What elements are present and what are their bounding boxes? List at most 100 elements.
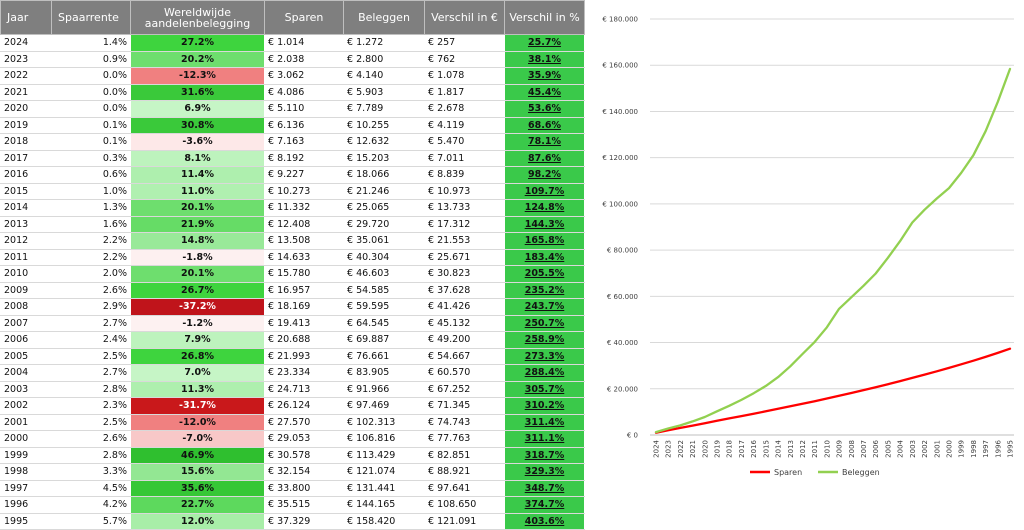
cell-spaarrente: 1.0% (51, 182, 131, 200)
cell-jaar: 1996 (0, 496, 52, 514)
cell-beleggen: € 15.203 (343, 149, 425, 167)
table-row: 2020 0.0% 6.9% € 5.110 € 7.789 € 2.678 53.6% (0, 100, 585, 118)
x-tick-label: 2018 (726, 440, 734, 458)
cell-verschil-pct: 318.7% (504, 446, 585, 464)
cell-sparen: € 21.993 (264, 347, 344, 365)
data-point-beleggen (716, 410, 718, 412)
cell-wereldwijde-aandelenbelegging: 31.6% (130, 83, 265, 101)
cell-jaar: 2015 (0, 182, 52, 200)
header-verschil-pct: Verschil in % (504, 0, 585, 35)
cell-sparen: € 27.570 (264, 413, 344, 431)
cell-sparen: € 1.014 (264, 34, 344, 52)
table-row: 1996 4.2% 22.7% € 35.515 € 144.165 € 108.650 3… (0, 496, 585, 514)
x-tick-label: 2008 (848, 440, 856, 458)
y-tick-label: € 120.000 (602, 154, 638, 162)
cell-wereldwijde-aandelenbelegging: 26.8% (130, 347, 265, 365)
data-point-beleggen (850, 296, 852, 298)
cell-verschil-eur: € 77.763 (424, 430, 505, 448)
cell-wereldwijde-aandelenbelegging: 8.1% (130, 149, 265, 167)
cell-sparen: € 12.408 (264, 215, 344, 233)
table-row: 2000 2.6% -7.0% € 29.053 € 106.816 € 77.763 31… (0, 430, 585, 448)
cell-jaar: 2023 (0, 50, 52, 68)
cell-spaarrente: 2.0% (51, 265, 131, 283)
data-point-beleggen (777, 376, 779, 378)
cell-spaarrente: 2.5% (51, 413, 131, 431)
cell-beleggen: € 59.595 (343, 298, 425, 316)
cell-jaar: 2007 (0, 314, 52, 332)
cell-wereldwijde-aandelenbelegging: -12.0% (130, 413, 265, 431)
table-row: 2019 0.1% 30.8% € 6.136 € 10.255 € 4.119 68.6% (0, 116, 585, 134)
cell-verschil-eur: € 88.921 (424, 463, 505, 481)
data-point-sparen (789, 405, 791, 407)
cell-verschil-eur: € 25.671 (424, 248, 505, 266)
cell-wereldwijde-aandelenbelegging: -3.6% (130, 133, 265, 151)
cell-beleggen: € 69.887 (343, 331, 425, 349)
cell-jaar: 1995 (0, 512, 52, 530)
x-tick-label: 2010 (823, 440, 831, 458)
cell-sparen: € 5.110 (264, 100, 344, 118)
cell-beleggen: € 2.800 (343, 50, 425, 68)
cell-beleggen: € 83.905 (343, 364, 425, 382)
cell-verschil-eur: € 121.091 (424, 512, 505, 530)
cell-sparen: € 9.227 (264, 166, 344, 184)
cell-beleggen: € 21.246 (343, 182, 425, 200)
cell-wereldwijde-aandelenbelegging: -7.0% (130, 430, 265, 448)
cell-jaar: 2002 (0, 397, 52, 415)
series-line-beleggen (654, 67, 1012, 434)
data-point-beleggen (911, 221, 913, 224)
cell-verschil-eur: € 45.132 (424, 314, 505, 332)
data-point-sparen (692, 424, 694, 427)
cell-spaarrente: 0.3% (51, 149, 131, 167)
cell-sparen: € 10.273 (264, 182, 344, 200)
cell-verschil-pct: 98.2% (504, 166, 585, 184)
table-row: 1999 2.8% 46.9% € 30.578 € 113.429 € 82.851 31… (0, 446, 585, 464)
data-point-beleggen (765, 385, 767, 387)
cell-verschil-pct: 68.6% (504, 116, 585, 134)
x-tick-label: 2013 (787, 440, 795, 458)
table-row: 2024 1.4% 27.2% € 1.014 € 1.272 € 257 25.7% (0, 34, 585, 52)
cell-verschil-pct: 305.7% (504, 380, 585, 398)
cell-verschil-eur: € 8.839 (424, 166, 505, 184)
cell-sparen: € 35.515 (264, 496, 344, 514)
x-tick-label: 2020 (701, 440, 709, 458)
cell-verschil-eur: € 762 (424, 50, 505, 68)
cell-wereldwijde-aandelenbelegging: 20.1% (130, 265, 265, 283)
cell-verschil-pct: 311.1% (504, 430, 585, 448)
cell-wereldwijde-aandelenbelegging: -1.8% (130, 248, 265, 266)
cell-jaar: 2021 (0, 83, 52, 101)
x-tick-label: 1996 (994, 439, 1002, 457)
cell-sparen: € 19.413 (264, 314, 344, 332)
data-point-beleggen (728, 405, 730, 407)
data-point-beleggen (838, 308, 840, 310)
data-point-beleggen (972, 154, 974, 156)
cell-verschil-pct: 165.8% (504, 232, 585, 250)
cell-verschil-eur: € 17.312 (424, 215, 505, 233)
cell-beleggen: € 40.304 (343, 248, 425, 266)
returns-table: Jaar Spaarrente Wereldwijde aandelenbeleg… (0, 0, 585, 530)
cell-beleggen: € 76.661 (343, 347, 425, 365)
cell-verschil-eur: € 10.973 (424, 182, 505, 200)
cell-verschil-pct: 258.9% (504, 331, 585, 349)
data-point-beleggen (655, 431, 657, 433)
header-verschil-eur: Verschil in € (424, 0, 505, 35)
data-point-beleggen (960, 172, 962, 174)
data-point-sparen (972, 360, 974, 362)
header-wereld-line1: Wereldwijde (164, 5, 231, 19)
table-row: 2018 0.1% -3.6% € 7.163 € 12.632 € 5.470 78.1% (0, 133, 585, 151)
table-row: 2012 2.2% 14.8% € 13.508 € 35.061 € 21.553 165… (0, 232, 585, 250)
table-row: 2003 2.8% 11.3% € 24.713 € 91.966 € 67.252 305… (0, 380, 585, 398)
x-tick-label: 2024 (653, 439, 661, 457)
x-tick-label: 2019 (714, 440, 722, 458)
cell-verschil-pct: 329.3% (504, 463, 585, 481)
table-row: 2005 2.5% 26.8% € 21.993 € 76.661 € 54.667 273… (0, 347, 585, 365)
cell-verschil-eur: € 30.823 (424, 265, 505, 283)
cell-spaarrente: 0.0% (51, 67, 131, 85)
cell-beleggen: € 29.720 (343, 215, 425, 233)
table-row: 2002 2.3% -31.7% € 26.124 € 97.469 € 71.345 31… (0, 397, 585, 415)
cell-wereldwijde-aandelenbelegging: 35.6% (130, 479, 265, 497)
data-point-beleggen (984, 130, 987, 132)
cell-sparen: € 30.578 (264, 446, 344, 464)
cell-verschil-pct: 38.1% (504, 50, 585, 68)
data-point-sparen (814, 400, 816, 402)
cell-wereldwijde-aandelenbelegging: 15.6% (130, 463, 265, 481)
